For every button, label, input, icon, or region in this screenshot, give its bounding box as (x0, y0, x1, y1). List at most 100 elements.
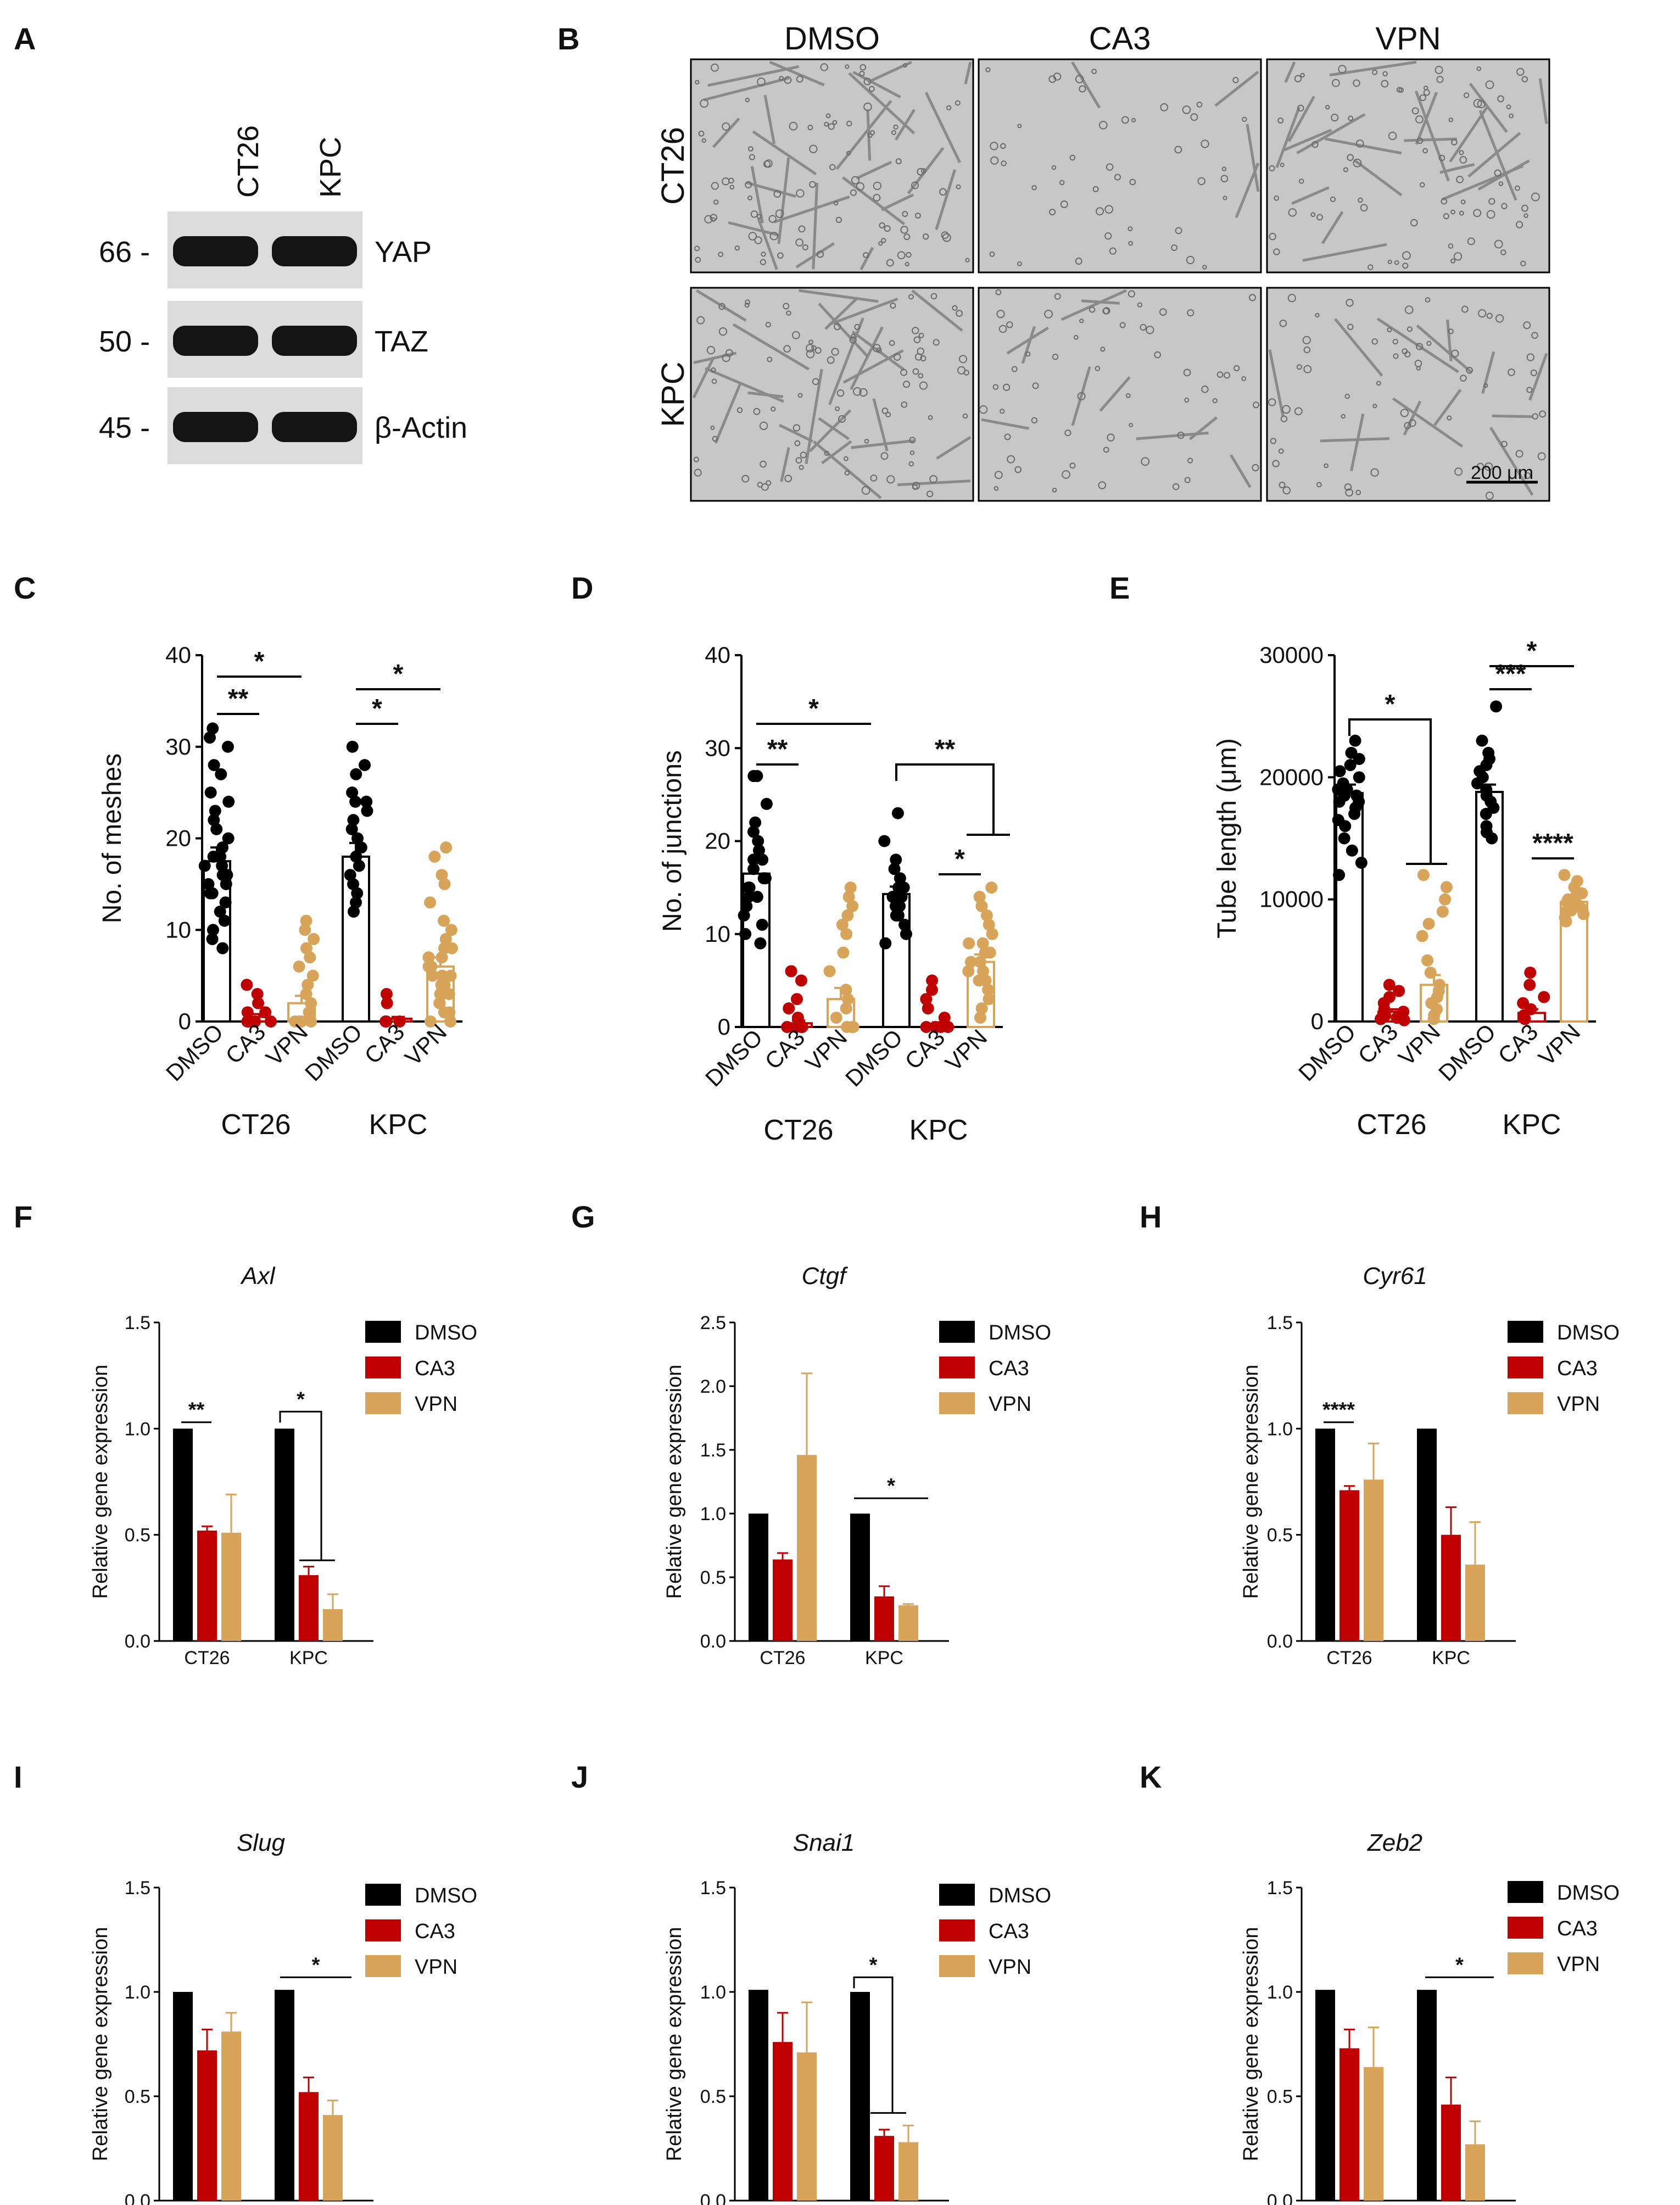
micrograph-cell (722, 354, 730, 362)
significance-label: * (1455, 1953, 1464, 1977)
micrograph-tube (779, 423, 813, 443)
bar (221, 2031, 241, 2201)
micrograph-cell (1282, 405, 1291, 414)
micrograph-tube (848, 72, 916, 135)
micrograph-cell (693, 456, 699, 462)
y-axis-label: Relative gene expression (89, 1365, 112, 1599)
data-point (1346, 844, 1358, 857)
chart-title: Axl (239, 1263, 275, 1289)
data-point (975, 1002, 988, 1015)
significance-label: * (312, 1953, 320, 1977)
micrograph-cell (1371, 338, 1378, 345)
data-point (222, 832, 235, 845)
micrograph-cell (1344, 394, 1350, 399)
data-point (206, 722, 219, 735)
micrograph-cell (1324, 463, 1329, 468)
data-point (1416, 930, 1428, 942)
micrograph-cell (1075, 258, 1082, 265)
data-point (973, 974, 985, 987)
data-point (1523, 979, 1536, 991)
micrograph-tube (924, 92, 961, 164)
micrograph-cell (1467, 237, 1475, 245)
micrograph-cell (761, 483, 769, 491)
micrograph-cell (794, 440, 801, 446)
micrograph-cell (890, 302, 896, 309)
blot-protein-label: β-Actin (375, 411, 467, 444)
group-label: CT26 (1357, 1109, 1426, 1141)
micrograph-cell (955, 100, 961, 106)
micrograph-cell (917, 168, 925, 176)
data-point (436, 951, 448, 964)
micrograph-cell (1532, 413, 1539, 420)
micrograph-cell (845, 64, 850, 69)
micrograph-cell (1438, 154, 1445, 161)
micrograph-tube (1416, 324, 1473, 374)
micrograph-tube (747, 391, 784, 398)
significance-label: * (1385, 690, 1396, 719)
micrograph-cell (832, 120, 838, 125)
micrograph-cell (885, 412, 891, 418)
data-point (751, 891, 763, 903)
micrograph-cell (870, 474, 878, 482)
data-point (1348, 808, 1361, 820)
micrograph-cell (1296, 364, 1302, 370)
data-point (823, 965, 836, 978)
micrograph-cell (767, 356, 773, 362)
data-point (241, 1006, 254, 1019)
data-point (203, 732, 216, 744)
bar (173, 1992, 193, 2201)
micrograph-cell (795, 457, 802, 464)
data-point (424, 1015, 437, 1028)
data-point (300, 987, 312, 1000)
significance-label: * (1527, 637, 1537, 666)
data-point (445, 924, 457, 936)
data-point (752, 844, 765, 857)
micrograph-cell (859, 70, 865, 76)
panel-letter-e: E (1109, 571, 1130, 605)
legend-swatch (1508, 1917, 1543, 1939)
data-point (1339, 820, 1352, 833)
micrograph-tube (1433, 389, 1462, 426)
legend-label: VPN (1557, 1953, 1600, 1976)
micrograph-row-label: KPC (655, 361, 691, 427)
micrograph-cell (989, 251, 995, 257)
micrograph-grid: DMSO CA3 VPN CT26 KPC 200 μm (655, 21, 1550, 502)
micrograph-cell (1201, 139, 1209, 148)
micrograph-cell (963, 370, 969, 376)
micrograph-cell (700, 99, 709, 108)
data-point (900, 928, 912, 940)
data-point (295, 1015, 308, 1028)
y-tick-label: 10 (705, 921, 730, 947)
bar (221, 1532, 241, 1641)
micrograph-cell (760, 460, 767, 468)
micrograph-cell (1032, 382, 1039, 389)
panel-letter-a: A (14, 21, 36, 56)
micrograph-cell (1515, 450, 1523, 458)
data-point (840, 1002, 852, 1015)
y-tick-label: 1.5 (125, 1313, 150, 1333)
data-point (790, 1021, 802, 1033)
micrograph-cell (994, 471, 1003, 479)
micrograph-cell (1044, 309, 1053, 319)
micrograph-cell (1104, 205, 1114, 214)
micrograph-cell (1184, 397, 1190, 403)
blot-mw-label: 66 - (99, 236, 150, 269)
data-point (350, 896, 362, 909)
micrograph-tube (1376, 317, 1459, 373)
y-axis-label: Relative gene expression (663, 1927, 686, 2162)
micrograph-cell (789, 121, 798, 131)
micrograph-cell (911, 327, 919, 334)
micrograph-cell (1268, 398, 1276, 406)
micrograph-cell (1062, 470, 1070, 479)
bar (1315, 1990, 1335, 2201)
data-point (1344, 759, 1357, 772)
micrograph-cell (956, 184, 961, 189)
micrograph-cell (946, 105, 952, 111)
micrograph-cell (1498, 181, 1504, 186)
panel-letter-f: F (14, 1199, 32, 1234)
micrograph-cell (759, 421, 768, 431)
data-point (742, 881, 755, 894)
x-tick-label: CT26 (1326, 1648, 1372, 1668)
micrograph-cell (1346, 298, 1354, 307)
data-point (1490, 700, 1503, 713)
